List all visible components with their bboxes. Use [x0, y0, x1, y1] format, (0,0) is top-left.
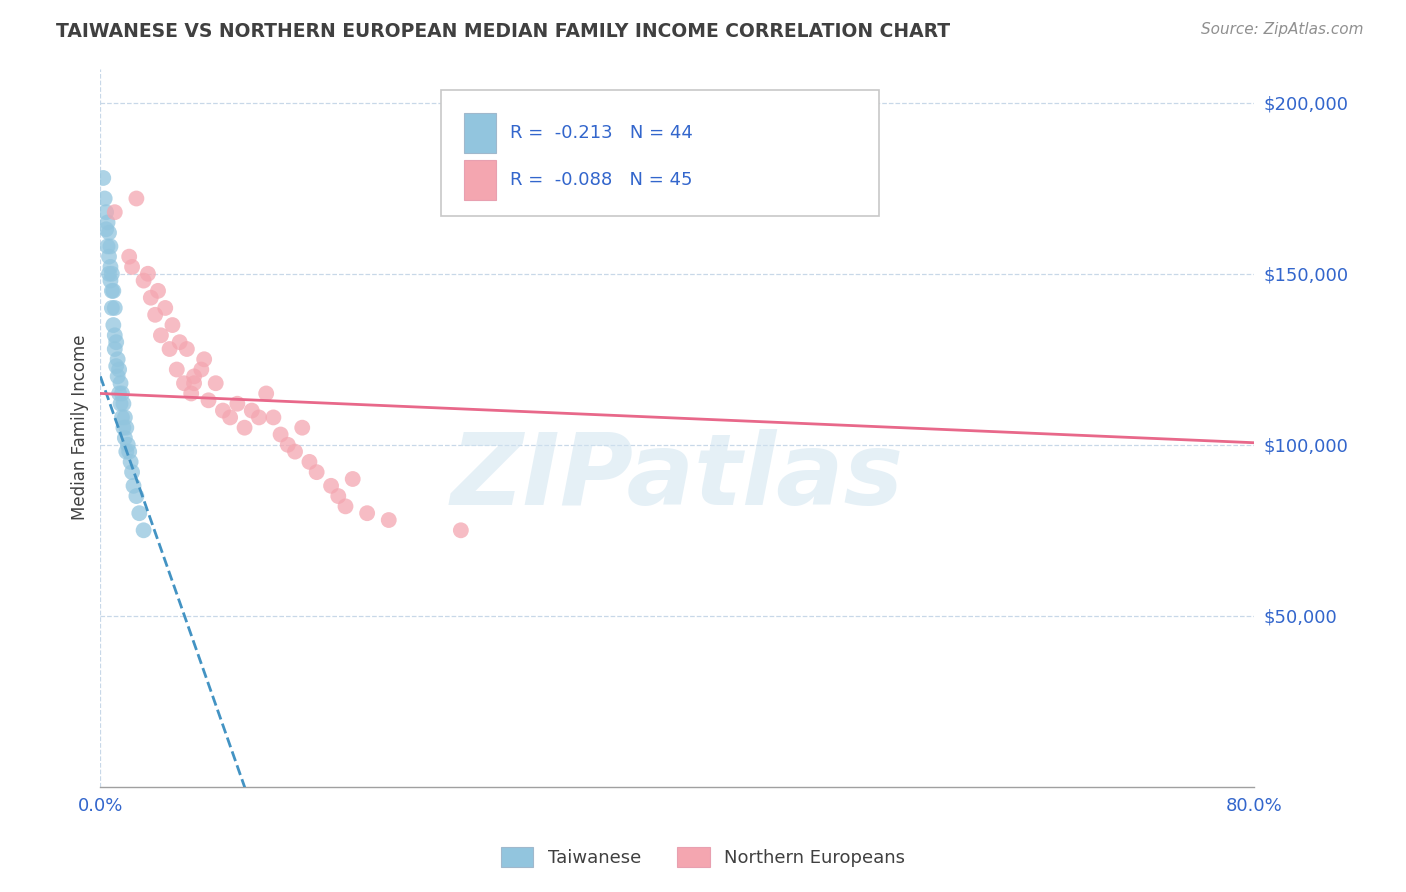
Point	[111, 386, 134, 401]
Point	[143, 308, 166, 322]
Point	[132, 524, 155, 538]
Point	[114, 410, 136, 425]
Point	[166, 362, 188, 376]
Point	[98, 267, 121, 281]
Point	[98, 250, 121, 264]
Point	[146, 284, 169, 298]
Point	[298, 455, 321, 469]
Point	[104, 342, 127, 356]
Point	[291, 420, 314, 434]
Point	[328, 489, 350, 503]
Point	[104, 328, 127, 343]
Point	[93, 192, 115, 206]
Text: R =  -0.213   N = 44: R = -0.213 N = 44	[510, 124, 693, 142]
Point	[121, 260, 143, 274]
Point	[97, 239, 120, 253]
Point	[247, 410, 270, 425]
Point	[132, 274, 155, 288]
Point	[115, 420, 138, 434]
Point	[183, 376, 205, 391]
Point	[319, 479, 342, 493]
Bar	[464, 113, 496, 153]
Point	[139, 291, 162, 305]
Text: ZIPatlas: ZIPatlas	[450, 429, 904, 526]
Point	[114, 431, 136, 445]
Point	[121, 465, 143, 479]
Point	[233, 420, 256, 434]
Point	[112, 420, 135, 434]
Point	[277, 438, 299, 452]
Point	[128, 506, 150, 520]
Point	[169, 335, 191, 350]
Point	[91, 171, 114, 186]
Point	[450, 524, 472, 538]
Point	[193, 352, 215, 367]
Point	[115, 444, 138, 458]
Point	[240, 403, 263, 417]
Point	[110, 397, 132, 411]
Point	[122, 479, 145, 493]
Point	[180, 386, 202, 401]
Point	[101, 267, 124, 281]
Point	[262, 410, 284, 425]
Point	[98, 226, 121, 240]
Point	[176, 342, 198, 356]
Bar	[464, 160, 496, 200]
Point	[149, 328, 172, 343]
Point	[342, 472, 364, 486]
Point	[162, 318, 184, 332]
Point	[117, 438, 139, 452]
Point	[111, 410, 134, 425]
Point	[104, 301, 127, 315]
Point	[120, 455, 142, 469]
Point	[270, 427, 292, 442]
Point	[100, 274, 122, 288]
Point	[118, 444, 141, 458]
Point	[105, 359, 128, 373]
Point	[204, 376, 226, 391]
Point	[183, 369, 205, 384]
Point	[356, 506, 378, 520]
Point	[254, 386, 277, 401]
Point	[94, 222, 117, 236]
Text: Source: ZipAtlas.com: Source: ZipAtlas.com	[1201, 22, 1364, 37]
Point	[197, 393, 219, 408]
Point	[103, 318, 125, 332]
Point	[108, 362, 131, 376]
Point	[101, 301, 124, 315]
Point	[94, 205, 117, 219]
FancyBboxPatch shape	[440, 90, 879, 216]
Point	[107, 369, 129, 384]
Point	[101, 284, 124, 298]
Point	[377, 513, 399, 527]
Point	[110, 376, 132, 391]
Point	[136, 267, 159, 281]
Point	[284, 444, 307, 458]
Text: TAIWANESE VS NORTHERN EUROPEAN MEDIAN FAMILY INCOME CORRELATION CHART: TAIWANESE VS NORTHERN EUROPEAN MEDIAN FA…	[56, 22, 950, 41]
Point	[335, 500, 357, 514]
Point	[100, 260, 122, 274]
Point	[159, 342, 181, 356]
Point	[104, 205, 127, 219]
Point	[305, 465, 328, 479]
Point	[108, 386, 131, 401]
Point	[118, 250, 141, 264]
Point	[190, 362, 212, 376]
Point	[97, 215, 120, 229]
Legend: Taiwanese, Northern Europeans: Taiwanese, Northern Europeans	[494, 839, 912, 874]
Point	[125, 489, 148, 503]
Point	[212, 403, 235, 417]
Point	[112, 397, 135, 411]
Point	[105, 335, 128, 350]
Point	[103, 284, 125, 298]
Text: R =  -0.088   N = 45: R = -0.088 N = 45	[510, 171, 692, 189]
Point	[100, 239, 122, 253]
Point	[155, 301, 177, 315]
Point	[226, 397, 249, 411]
Point	[173, 376, 195, 391]
Point	[125, 192, 148, 206]
Point	[107, 352, 129, 367]
Y-axis label: Median Family Income: Median Family Income	[72, 334, 89, 520]
Point	[219, 410, 242, 425]
